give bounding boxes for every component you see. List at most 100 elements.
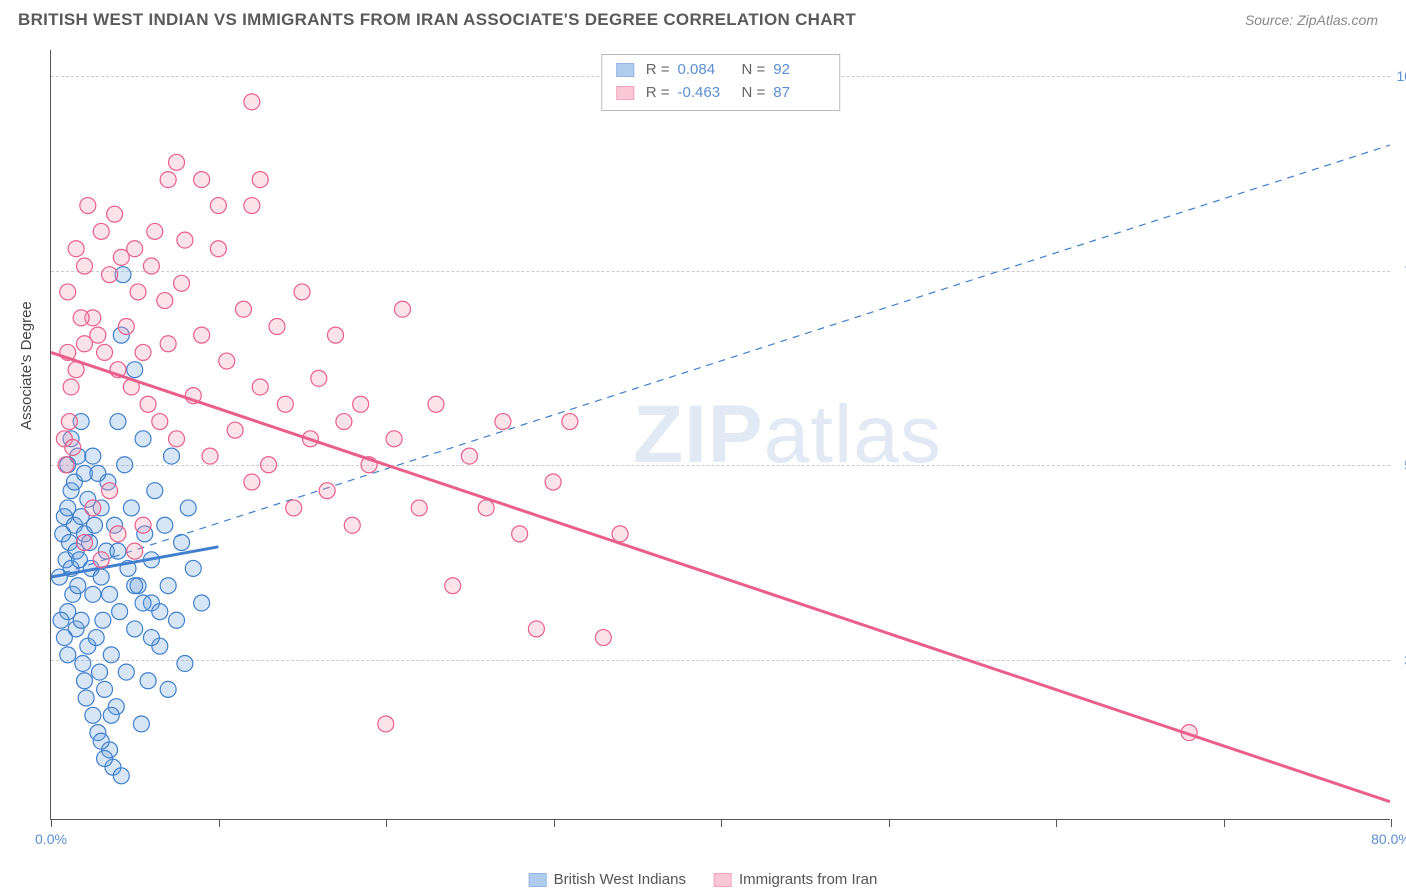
scatter-point [97, 344, 113, 360]
scatter-point [93, 569, 109, 585]
scatter-point [294, 284, 310, 300]
scatter-point [160, 681, 176, 697]
scatter-point [110, 414, 126, 430]
scatter-point [76, 673, 92, 689]
scatter-point [53, 612, 69, 628]
scatter-point [194, 172, 210, 188]
stat-r-label: R = [646, 82, 670, 105]
scatter-point [88, 630, 104, 646]
scatter-point [127, 241, 143, 257]
scatter-point [185, 560, 201, 576]
stat-r-value: -0.463 [678, 82, 730, 105]
scatter-point [478, 500, 494, 516]
chart-header: BRITISH WEST INDIAN VS IMMIGRANTS FROM I… [0, 0, 1406, 38]
scatter-point [277, 396, 293, 412]
scatter-point [545, 474, 561, 490]
scatter-point [152, 604, 168, 620]
scatter-point [135, 344, 151, 360]
scatter-point [177, 232, 193, 248]
scatter-point [140, 396, 156, 412]
scatter-point [117, 457, 133, 473]
legend-item: Immigrants from Iran [714, 871, 877, 888]
scatter-point [76, 336, 92, 352]
scatter-point [130, 284, 146, 300]
x-tick [1224, 819, 1225, 827]
x-tick [386, 819, 387, 827]
chart-area: ZIPatlas R =0.084N =92R =-0.463N =87 32.… [50, 50, 1390, 820]
scatter-point [73, 310, 89, 326]
scatter-point [97, 681, 113, 697]
legend-swatch [616, 63, 634, 77]
chart-source: Source: ZipAtlas.com [1245, 12, 1378, 28]
scatter-point [386, 431, 402, 447]
scatter-point [90, 465, 106, 481]
scatter-point [328, 327, 344, 343]
scatter-point [110, 526, 126, 542]
scatter-point [127, 621, 143, 637]
scatter-point [169, 154, 185, 170]
scatter-point [353, 396, 369, 412]
scatter-point [135, 431, 151, 447]
stat-r-label: R = [646, 59, 670, 82]
scatter-point [169, 431, 185, 447]
scatter-point [68, 241, 84, 257]
scatter-point [80, 198, 96, 214]
scatter-point [135, 517, 151, 533]
stat-n-label: N = [742, 82, 766, 105]
scatter-point [87, 517, 103, 533]
chart-title: BRITISH WEST INDIAN VS IMMIGRANTS FROM I… [18, 10, 856, 30]
scatter-point [56, 630, 72, 646]
y-tick-label: 100.0% [1397, 68, 1406, 84]
scatter-point [92, 664, 108, 680]
scatter-point [102, 483, 118, 499]
scatter-point [76, 258, 92, 274]
scatter-point [143, 630, 159, 646]
x-tick-label: 80.0% [1371, 831, 1406, 847]
scatter-point [58, 457, 74, 473]
scatter-point [261, 457, 277, 473]
scatter-point [495, 414, 511, 430]
scatter-point [85, 500, 101, 516]
x-tick [554, 819, 555, 827]
scatter-point [103, 647, 119, 663]
scatter-point [85, 707, 101, 723]
scatter-point [210, 198, 226, 214]
scatter-point [70, 578, 86, 594]
x-tick [721, 819, 722, 827]
bottom-legend: British West Indians Immigrants from Iran [529, 871, 878, 888]
scatter-point [512, 526, 528, 542]
scatter-point [113, 768, 129, 784]
scatter-point [378, 716, 394, 732]
scatter-point [336, 414, 352, 430]
scatter-point [135, 595, 151, 611]
scatter-point [93, 552, 109, 568]
scatter-point [157, 293, 173, 309]
scatter-point [411, 500, 427, 516]
scatter-point [177, 655, 193, 671]
scatter-point [93, 223, 109, 239]
scatter-point [164, 448, 180, 464]
legend-swatch [529, 873, 547, 887]
legend-item: British West Indians [529, 871, 686, 888]
scatter-point [319, 483, 335, 499]
scatter-point [219, 353, 235, 369]
scatter-point [160, 172, 176, 188]
scatter-point [76, 535, 92, 551]
scatter-point [127, 578, 143, 594]
scatter-point [93, 733, 109, 749]
scatter-point [63, 379, 79, 395]
stats-box: R =0.084N =92R = -0.463 N = 87 [601, 54, 841, 111]
x-tick-label: 0.0% [35, 831, 67, 847]
scatter-point [73, 612, 89, 628]
stat-n-value: 87 [773, 82, 825, 105]
scatter-point [169, 612, 185, 628]
x-tick [889, 819, 890, 827]
scatter-point [244, 94, 260, 110]
scatter-point [428, 396, 444, 412]
scatter-point [60, 647, 76, 663]
scatter-point [118, 319, 134, 335]
trend-line [51, 352, 1390, 801]
stats-row: R =0.084N =92 [616, 59, 826, 82]
scatter-point [97, 751, 113, 767]
scatter-point [147, 223, 163, 239]
